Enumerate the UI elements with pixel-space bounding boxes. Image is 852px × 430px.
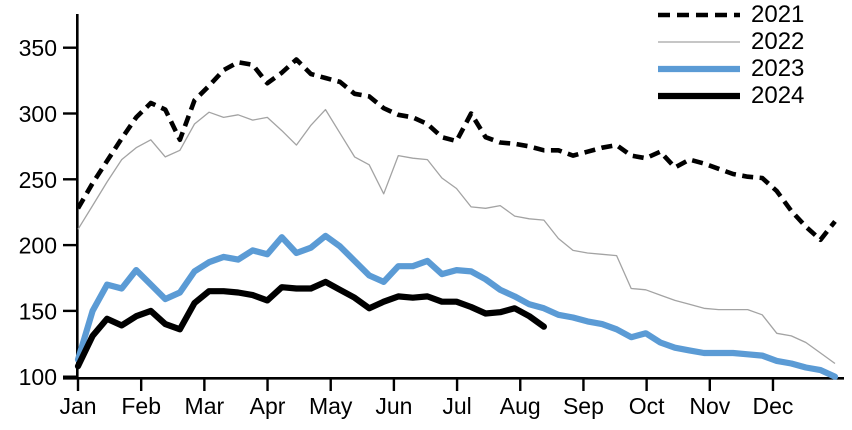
x-tick-label: Dec [753,393,794,419]
y-tick-label: 200 [19,233,57,259]
x-tick-label: Nov [689,393,730,419]
legend-label: 2022 [751,27,805,55]
series-line-2024 [74,278,548,370]
x-tick-label: Sep [563,393,604,419]
x-tick-label: Jul [442,393,471,419]
y-tick-label: 100 [19,364,57,390]
legend-label: 2024 [751,81,805,109]
y-tick-label: 300 [19,101,57,127]
legend-line-sample-2023 [658,65,740,72]
x-tick-label: Apr [250,393,286,419]
legend: 2021 2022 2023 2024 [656,1,804,109]
x-tick-label: Jun [375,393,412,419]
legend-line-sample-2021 [658,12,740,17]
y-tick-label: 250 [19,167,57,193]
legend-item-2023: 2023 [656,55,804,82]
x-tick-label: May [309,393,353,419]
legend-item-2022: 2022 [656,28,804,55]
x-tick-label: Mar [185,393,225,419]
x-tick-label: Aug [500,393,541,419]
series-line-2022 [77,108,836,365]
series-line-2021 [76,57,837,243]
y-tick-label: 150 [19,298,57,324]
legend-label: 2023 [751,54,805,82]
series-line-2023 [74,232,839,380]
x-tick-label: Jan [59,393,96,419]
legend-item-2021: 2021 [656,1,804,28]
x-tick-label: Feb [121,393,161,419]
legend-label: 2021 [751,0,805,28]
y-tick-label: 350 [19,35,57,61]
legend-line-sample-2024 [658,92,740,99]
legend-line-sample-2022 [658,40,740,43]
x-tick-label: Oct [629,393,665,419]
legend-item-2024: 2024 [656,82,804,109]
